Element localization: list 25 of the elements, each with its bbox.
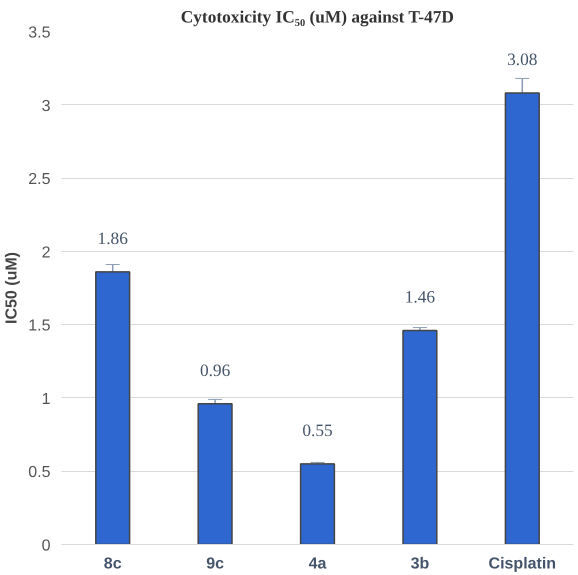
bar (95, 271, 130, 544)
y-tick-label: 3 (42, 98, 51, 115)
y-tick-label: 0.5 (28, 464, 51, 482)
y-tick-label: 2.5 (28, 171, 51, 188)
y-tick-label: 1 (42, 390, 51, 408)
x-tick-label: 3b (410, 556, 430, 572)
x-tick-label: Cisplatin (488, 556, 556, 572)
y-tick-label: 2 (42, 244, 51, 262)
bar (300, 463, 336, 544)
y-axis-title: IC50 (uM) (3, 252, 20, 324)
y-tick-label: 3.5 (28, 24, 51, 42)
data-label: 1.46 (404, 288, 436, 307)
data-label: 1.86 (98, 228, 128, 248)
data-label: 0.96 (200, 360, 231, 380)
bar (402, 330, 438, 544)
data-label: 0.55 (302, 420, 333, 440)
y-tick-label: 1.5 (28, 318, 51, 335)
chart-title: Cytotoxicity IC₅₀ (uM) against T-47D (180, 8, 454, 26)
x-tick-label: 8c (104, 556, 122, 572)
bar (197, 403, 233, 544)
y-tick-label: 0 (42, 538, 51, 554)
x-tick-label: 9c (206, 556, 224, 572)
data-label: 3.08 (507, 50, 538, 70)
x-tick-label: 4a (308, 556, 326, 572)
bar (504, 92, 540, 544)
